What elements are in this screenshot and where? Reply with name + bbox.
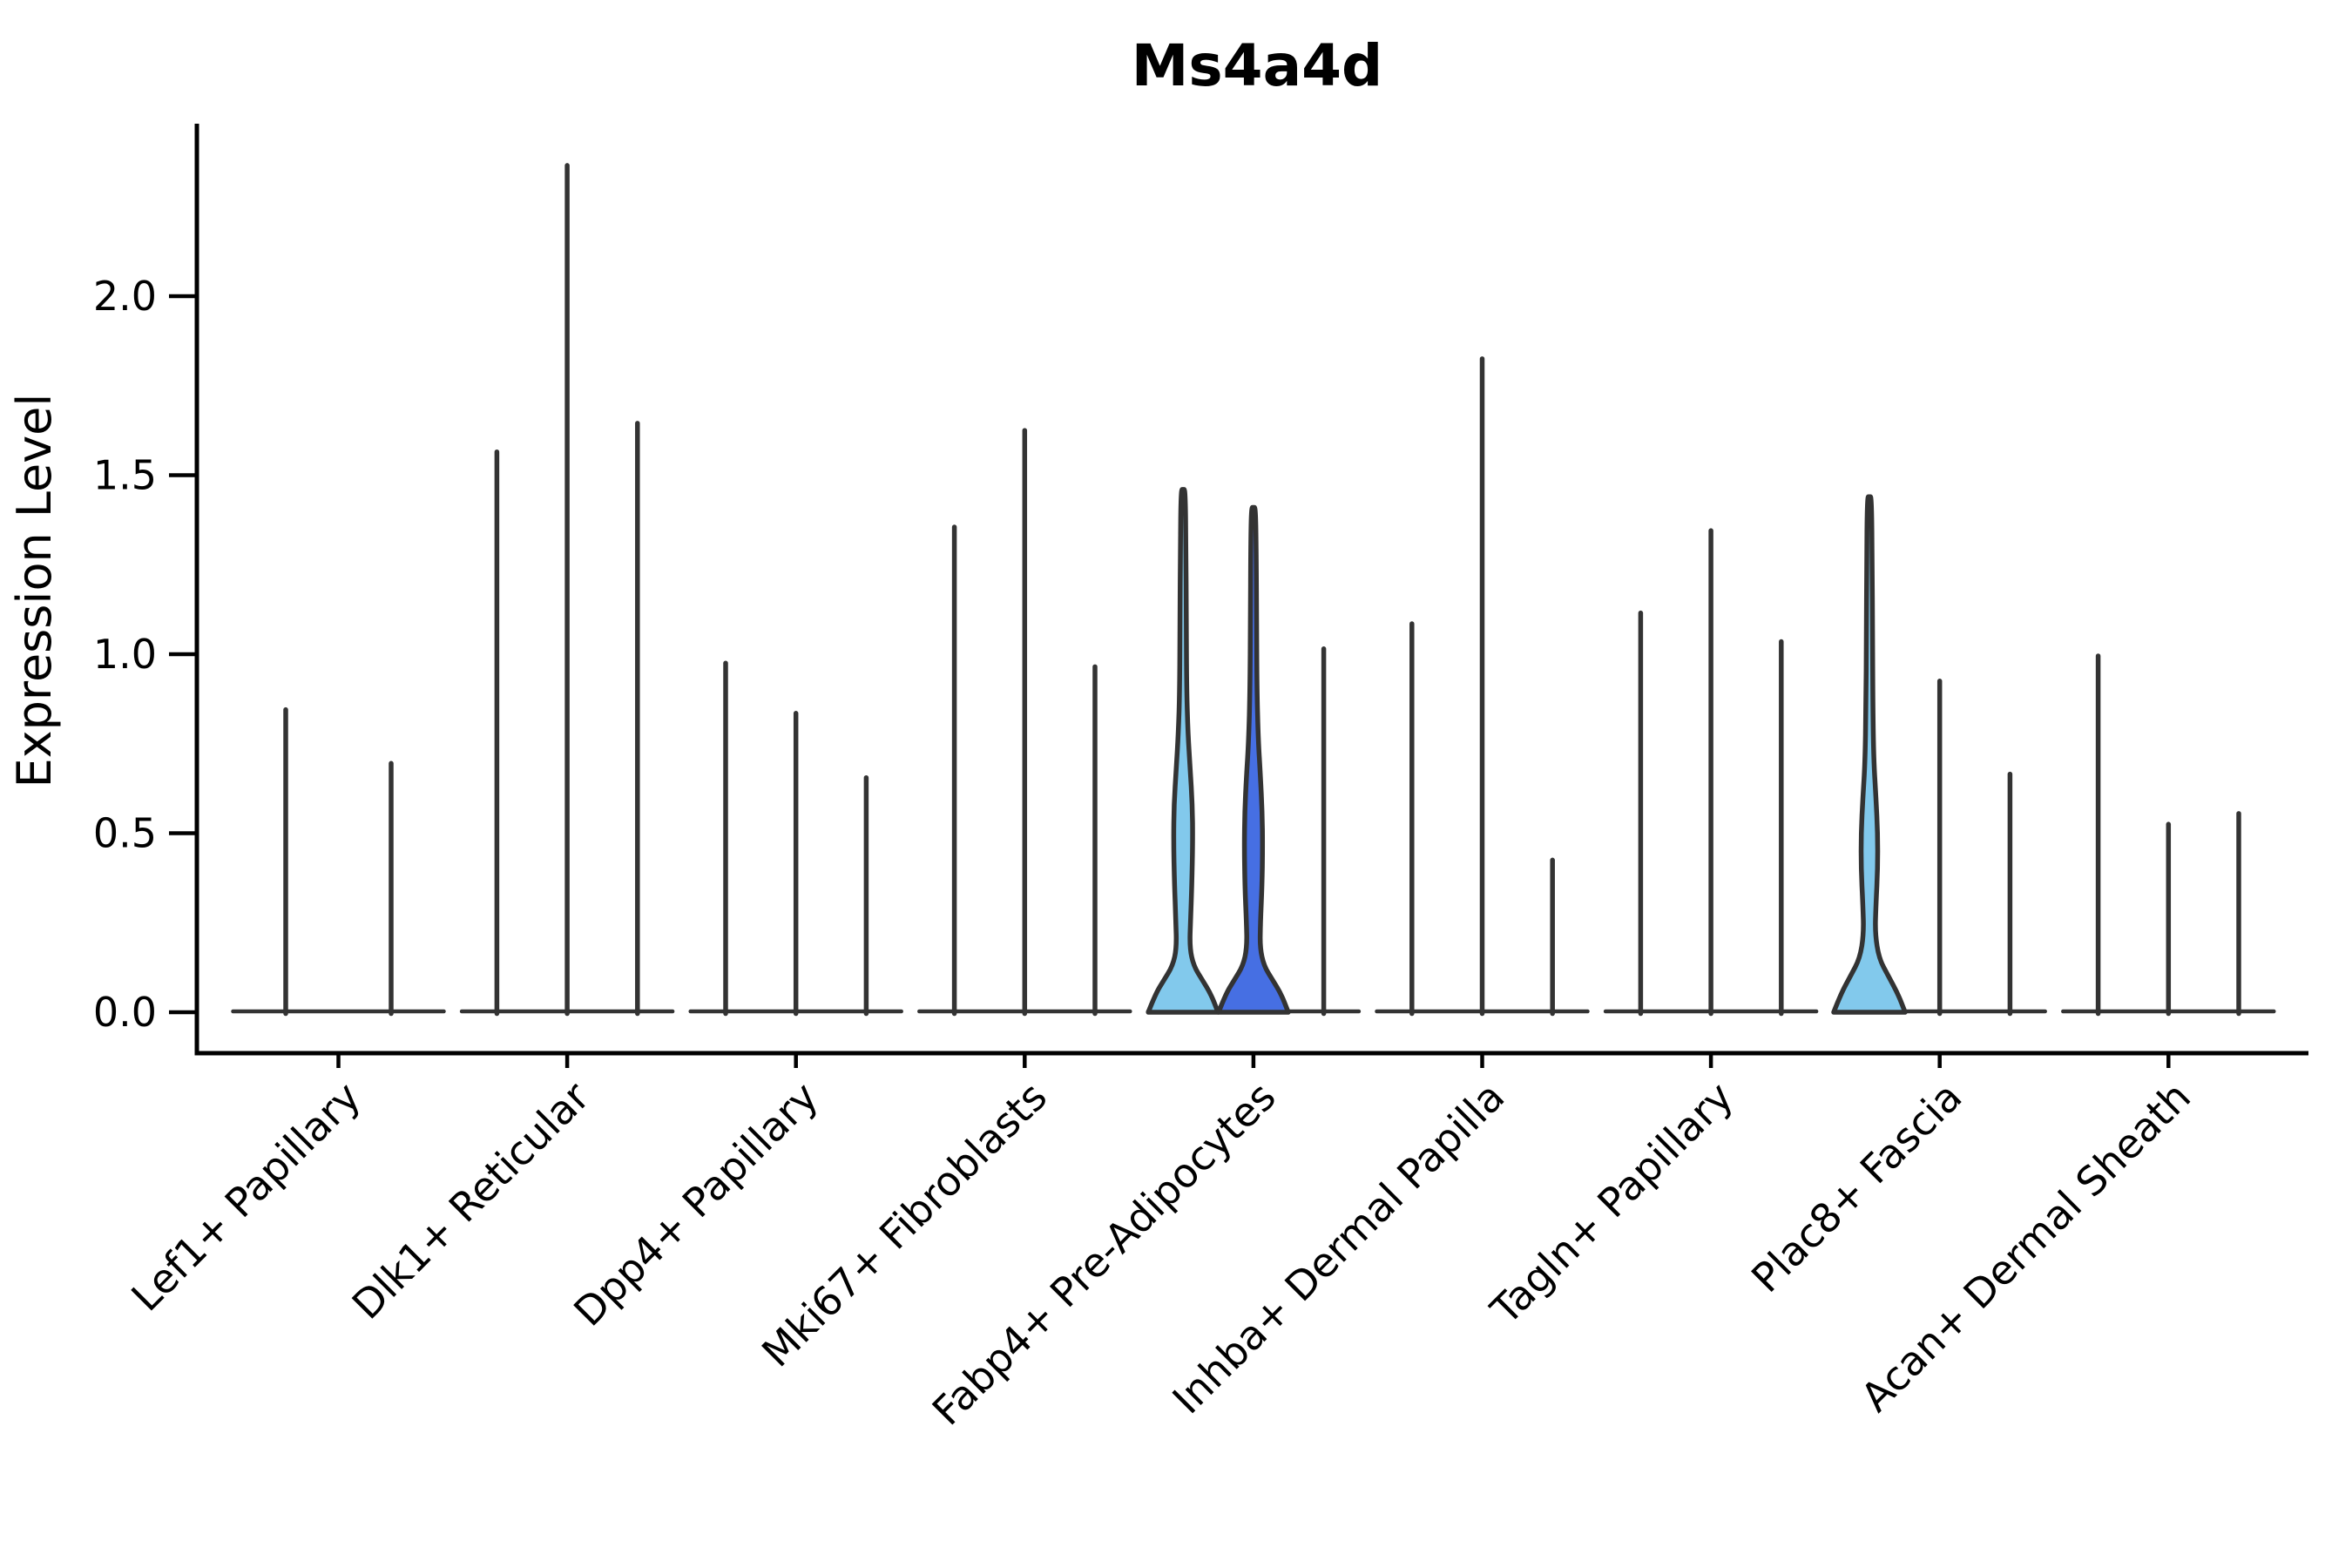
category-group: Dpp4+ Papillary [564,660,903,1335]
x-tick-label: Tagln+ Papillary [1481,1073,1742,1335]
category-group: Dlk1+ Reticular [343,163,675,1328]
y-tick-label: 0.0 [93,989,157,1036]
category-group: Acan+ Dermal Sheath [1852,653,2276,1421]
y-tick-label: 1.0 [93,631,157,678]
y-tick-label: 1.5 [93,452,157,499]
y-tick-label: 2.0 [93,273,157,320]
category-group: Mki67+ Fibroblasts [753,428,1132,1376]
violin-filled [1216,504,1291,1015]
page-title: Ms4a4d [1132,32,1383,99]
category-group: Tagln+ Papillary [1481,528,1819,1335]
x-tick-label: Lef1+ Papillary [122,1073,369,1321]
violin-filled [1831,494,1908,1015]
violin-filled [1146,487,1220,1015]
x-tick-label: Dlk1+ Reticular [343,1073,598,1328]
y-tick-label: 0.5 [93,810,157,857]
category-group: Lef1+ Papillary [122,706,446,1321]
y-axis-label: Expression Level [7,394,62,788]
category-group: Plac8+ Fascia [1742,494,2047,1301]
x-tick-label: Dpp4+ Papillary [564,1073,827,1335]
x-tick-label: Plac8+ Fascia [1742,1073,1970,1301]
